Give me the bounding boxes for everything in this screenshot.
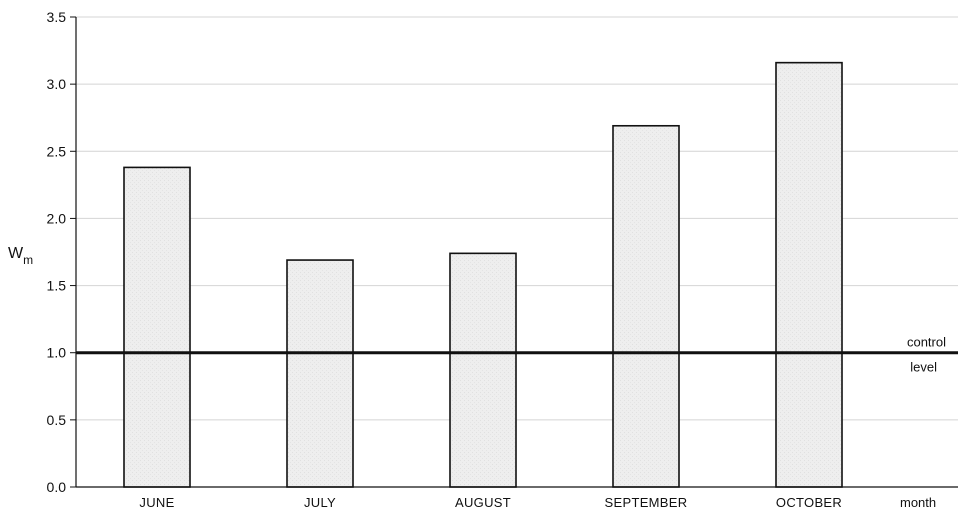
x-category-label: OCTOBER xyxy=(776,495,842,510)
control-level-label-line1: control xyxy=(907,335,946,350)
y-tick-label: 1.0 xyxy=(47,345,67,361)
y-tick-label: 3.0 xyxy=(47,76,67,92)
y-tick-label: 2.5 xyxy=(47,143,67,159)
bar-september xyxy=(612,124,680,488)
bar-august xyxy=(449,252,517,488)
x-category-label: JULY xyxy=(304,495,336,510)
control-level-label-line2: level xyxy=(910,360,937,375)
bar-october xyxy=(775,61,843,488)
y-tick-label: 0.0 xyxy=(47,479,67,495)
x-axis-category-labels: JUNE JULY AUGUST SEPTEMBER OCTOBER xyxy=(139,495,842,510)
y-tick-label: 0.5 xyxy=(47,412,67,428)
y-axis-ticks: 0.0 0.5 1.0 1.5 2.0 2.5 3.0 3.5 xyxy=(47,9,76,495)
bars xyxy=(123,61,843,488)
y-axis-title: Wm xyxy=(8,245,33,267)
x-category-label: SEPTEMBER xyxy=(605,495,688,510)
y-tick-label: 3.5 xyxy=(47,9,67,25)
x-category-label: AUGUST xyxy=(455,495,511,510)
x-category-label: JUNE xyxy=(139,495,174,510)
x-axis-title: month xyxy=(900,495,936,510)
bar-july xyxy=(286,259,354,488)
bar-june xyxy=(123,166,191,488)
y-tick-label: 1.5 xyxy=(47,278,67,294)
y-tick-label: 2.0 xyxy=(47,210,67,226)
